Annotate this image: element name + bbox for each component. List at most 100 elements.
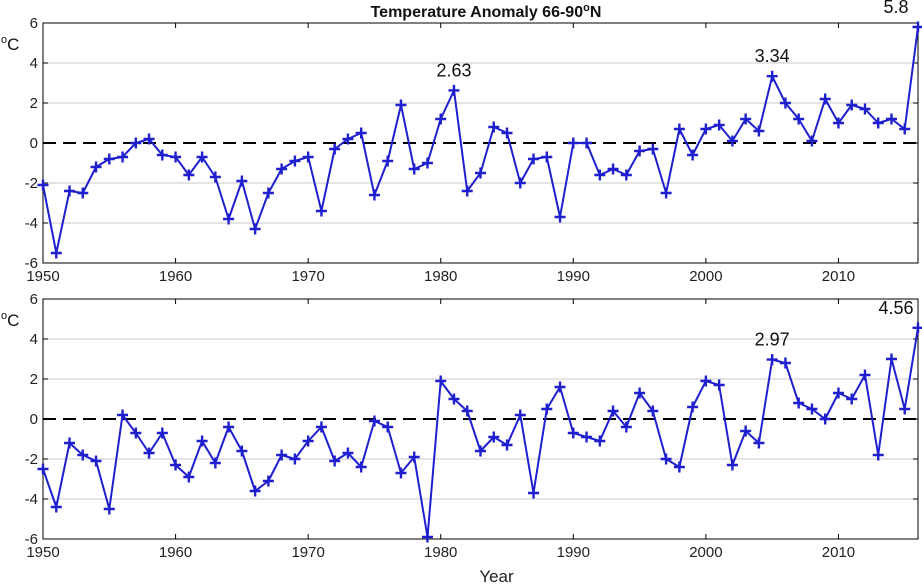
data-point-marker [342, 447, 354, 459]
data-point-marker [461, 185, 473, 197]
data-point-marker [37, 463, 49, 475]
data-point-marker [740, 113, 752, 125]
data-point-marker [475, 445, 486, 457]
data-point-marker [528, 153, 540, 165]
x-tick-label: 1950 [26, 268, 59, 285]
data-point-marker [342, 133, 354, 145]
data-point-marker [276, 163, 288, 175]
data-point-marker [289, 453, 301, 465]
data-point-marker [832, 387, 844, 399]
data-point-marker [514, 177, 526, 189]
y-tick-label: -4 [25, 491, 38, 508]
data-point-marker [37, 179, 49, 191]
data-point-marker [647, 143, 659, 155]
data-annotation: 2.97 [755, 330, 790, 350]
x-tick-label: 2010 [822, 268, 855, 285]
data-point-marker [753, 437, 765, 449]
data-point-marker [461, 405, 473, 417]
x-tick-label: 1970 [291, 544, 324, 561]
unit-degree: o [1, 34, 7, 46]
data-point-marker [395, 467, 407, 479]
data-point-marker [700, 375, 712, 387]
chart-title: Temperature Anomaly 66-90oN [371, 2, 602, 21]
data-point-marker [673, 461, 685, 473]
data-point-marker [355, 127, 367, 139]
data-point-marker [50, 501, 62, 513]
data-point-marker [554, 381, 566, 393]
data-point-marker [236, 175, 248, 187]
data-point-marker [501, 127, 513, 139]
data-point-marker [541, 403, 553, 415]
x-tick-label: 1970 [291, 268, 324, 285]
data-point-marker [448, 84, 460, 96]
data-point-marker [687, 401, 699, 413]
data-point-marker [262, 187, 274, 199]
y-tick-label: 4 [30, 55, 38, 72]
x-tick-label: 2000 [689, 544, 722, 561]
y-tick-label: 4 [30, 331, 38, 348]
data-point-marker [793, 397, 805, 409]
y-tick-label: -2 [25, 451, 38, 468]
data-point-marker [634, 145, 646, 157]
data-point-marker [594, 435, 606, 447]
data-point-marker [607, 163, 619, 175]
data-point-marker [329, 143, 341, 155]
data-point-marker [77, 187, 89, 199]
data-point-marker [700, 123, 712, 135]
data-point-marker [620, 169, 632, 181]
x-tick-label: 2010 [822, 544, 855, 561]
data-point-marker [634, 387, 646, 399]
data-point-marker [806, 135, 818, 147]
data-point-marker [766, 354, 778, 366]
data-point-marker [209, 457, 221, 469]
data-point-marker [435, 113, 447, 125]
chart-title-suffix: N [590, 4, 602, 21]
unit-symbol: C [7, 35, 19, 54]
data-point-marker [170, 151, 182, 163]
data-point-marker [183, 471, 195, 483]
y-tick-label: 0 [30, 135, 38, 152]
y-tick-label: -4 [25, 215, 38, 232]
data-point-marker [289, 155, 301, 167]
data-point-marker [196, 435, 208, 447]
data-point-marker [302, 151, 314, 163]
data-point-marker [475, 167, 486, 179]
data-point-marker [183, 169, 195, 181]
data-point-marker [315, 421, 327, 433]
data-point-marker [249, 223, 261, 235]
data-point-marker [408, 451, 420, 463]
data-point-marker [806, 403, 818, 415]
data-point-marker [872, 449, 884, 461]
data-point-marker [170, 459, 182, 471]
data-point-marker [819, 93, 831, 105]
data-point-marker [766, 70, 778, 82]
data-point-marker [567, 137, 579, 149]
data-point-marker [687, 149, 699, 161]
data-point-marker [673, 123, 685, 135]
data-point-marker [885, 353, 897, 365]
x-tick-label: 1990 [557, 268, 590, 285]
y-tick-label: 0 [30, 411, 38, 428]
series-line [42, 327, 919, 538]
data-point-marker [528, 487, 540, 499]
data-point-marker [581, 137, 593, 149]
data-point-marker [156, 427, 168, 439]
data-point-marker [647, 405, 659, 417]
data-point-marker [594, 169, 606, 181]
data-point-marker [740, 425, 752, 437]
february-panel: -6 -4 -2 0 2 4 6 1950 1960 1970 1980 1990 2000 2010 oC… [1, 291, 922, 586]
data-point-marker [448, 393, 460, 405]
data-annotation: 2.63 [436, 60, 471, 80]
data-point-marker [103, 503, 115, 515]
data-point-marker [660, 187, 672, 199]
data-point-marker [832, 117, 844, 129]
unit-degree: o [1, 310, 7, 322]
data-point-marker [130, 137, 142, 149]
data-point-marker [382, 155, 394, 167]
data-point-marker [607, 405, 619, 417]
data-point-marker [117, 151, 129, 163]
data-point-marker [90, 161, 102, 173]
data-point-marker [713, 119, 725, 131]
unit-symbol: C [7, 311, 19, 330]
